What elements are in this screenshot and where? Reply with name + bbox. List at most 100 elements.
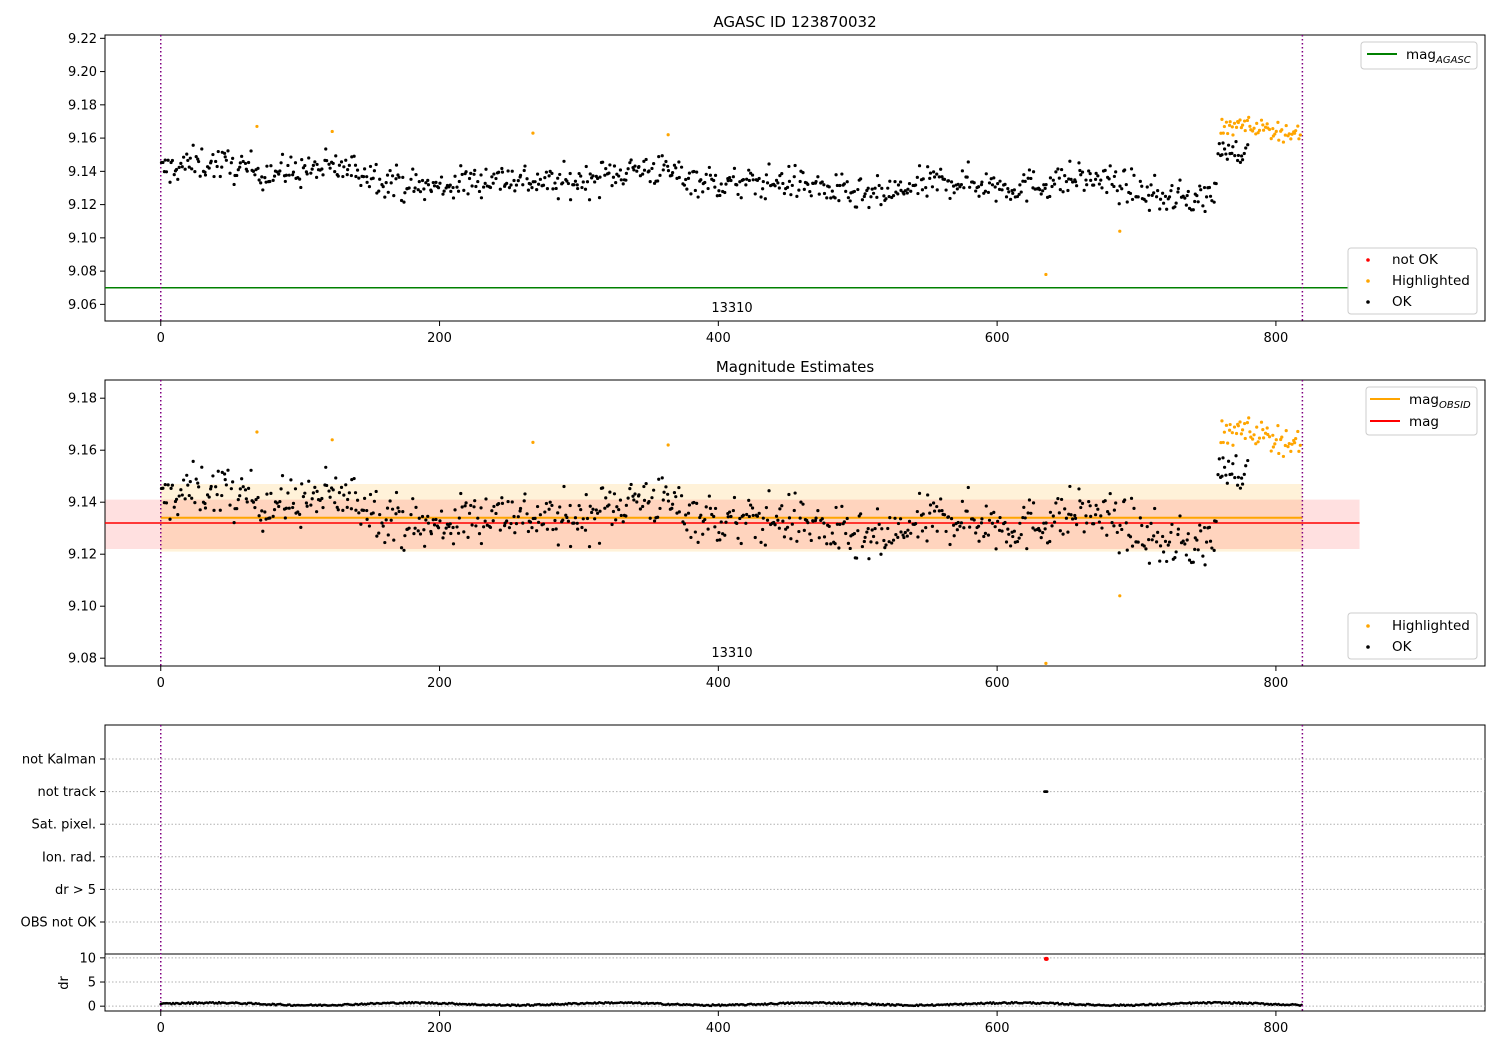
ok-point bbox=[176, 177, 180, 181]
highlighted-point bbox=[1044, 661, 1048, 666]
ok-point bbox=[628, 161, 632, 165]
ok-point bbox=[411, 167, 415, 171]
ok-point bbox=[197, 485, 201, 489]
ok-point bbox=[901, 533, 905, 537]
ok-point bbox=[677, 175, 681, 180]
ok-point bbox=[1105, 533, 1109, 537]
ok-point bbox=[359, 522, 363, 526]
ok-point bbox=[333, 501, 337, 505]
ok-point bbox=[883, 546, 887, 550]
ok-point bbox=[608, 163, 612, 167]
ok-point bbox=[842, 520, 846, 524]
ok-point bbox=[417, 180, 421, 184]
highlighted-point bbox=[531, 440, 535, 444]
ok-point bbox=[935, 188, 939, 192]
ok-point bbox=[516, 515, 520, 519]
ok-point bbox=[510, 169, 514, 173]
ok-point bbox=[1085, 183, 1089, 187]
ok-point bbox=[1178, 178, 1182, 182]
ok-point bbox=[1239, 154, 1244, 158]
ok-point bbox=[1176, 190, 1180, 194]
ok-point bbox=[940, 508, 944, 513]
ok-point bbox=[1166, 543, 1170, 547]
ok-point bbox=[776, 518, 780, 522]
ok-point bbox=[1052, 182, 1057, 186]
ok-point bbox=[359, 183, 363, 188]
ok-point bbox=[837, 199, 841, 203]
ok-point bbox=[334, 476, 338, 480]
ok-point bbox=[436, 526, 441, 530]
ok-point bbox=[741, 178, 746, 182]
highlighted-point bbox=[1283, 443, 1287, 448]
ok-point bbox=[1006, 527, 1010, 531]
ok-point bbox=[1226, 459, 1231, 463]
ok-point bbox=[955, 187, 959, 191]
ok-point bbox=[339, 485, 344, 490]
ok-point bbox=[1144, 199, 1148, 203]
ok-point bbox=[1003, 520, 1007, 525]
ok-point bbox=[434, 517, 438, 522]
ok-point bbox=[1138, 179, 1142, 183]
ok-point bbox=[949, 517, 954, 521]
ok-point bbox=[223, 478, 227, 482]
ok-point bbox=[852, 189, 857, 194]
ok-point bbox=[1022, 173, 1026, 177]
ok-point bbox=[1007, 190, 1011, 194]
ok-point bbox=[687, 171, 692, 175]
ok-point bbox=[286, 491, 290, 495]
ok-point bbox=[834, 505, 838, 510]
ok-point bbox=[1208, 194, 1213, 198]
ok-point bbox=[1170, 183, 1174, 188]
flag-row-label: OBS not OK bbox=[21, 916, 97, 931]
highlighted-point bbox=[1271, 445, 1275, 449]
ok-point bbox=[761, 527, 765, 532]
ok-point bbox=[914, 522, 918, 526]
ok-point bbox=[550, 171, 554, 176]
ok-point bbox=[191, 143, 195, 147]
ok-point bbox=[928, 511, 932, 515]
ok-point bbox=[724, 520, 728, 524]
ok-point bbox=[1199, 188, 1203, 192]
ok-point bbox=[1093, 177, 1098, 181]
ok-point bbox=[931, 501, 936, 505]
ok-point bbox=[577, 171, 581, 176]
ok-point bbox=[1158, 559, 1162, 563]
ok-point bbox=[873, 186, 877, 190]
ok-point bbox=[1039, 535, 1043, 540]
ok-point bbox=[798, 179, 802, 184]
ok-point bbox=[1230, 151, 1234, 155]
ok-point bbox=[580, 185, 584, 190]
ok-point bbox=[614, 518, 618, 522]
ok-point bbox=[1236, 153, 1241, 158]
ok-point bbox=[787, 492, 791, 497]
flag-row-label: not Kalman bbox=[22, 753, 96, 768]
ok-point bbox=[514, 183, 519, 187]
ok-point bbox=[611, 509, 616, 514]
ok-point bbox=[309, 171, 313, 175]
ok-point bbox=[787, 164, 791, 169]
ok-point bbox=[921, 512, 925, 516]
highlighted-point bbox=[1277, 138, 1281, 142]
ok-point bbox=[161, 160, 165, 165]
ok-point bbox=[898, 517, 903, 521]
ok-point bbox=[490, 509, 494, 513]
ok-point bbox=[968, 185, 972, 189]
ok-point bbox=[718, 193, 722, 198]
ok-point bbox=[568, 198, 573, 202]
ok-point bbox=[277, 172, 281, 176]
ok-point bbox=[689, 535, 693, 540]
ok-point bbox=[1094, 503, 1098, 507]
ok-point bbox=[1009, 544, 1013, 548]
ok-point bbox=[931, 170, 936, 174]
ok-point bbox=[840, 504, 844, 508]
ok-point bbox=[1043, 527, 1047, 531]
ok-point bbox=[256, 495, 260, 500]
ok-point bbox=[723, 533, 727, 537]
ok-point bbox=[687, 503, 692, 507]
ok-point bbox=[257, 514, 261, 518]
ok-point bbox=[707, 494, 711, 498]
ok-point bbox=[817, 536, 821, 540]
ok-point bbox=[577, 504, 581, 508]
ok-point bbox=[394, 163, 399, 167]
ok-point bbox=[753, 535, 757, 540]
